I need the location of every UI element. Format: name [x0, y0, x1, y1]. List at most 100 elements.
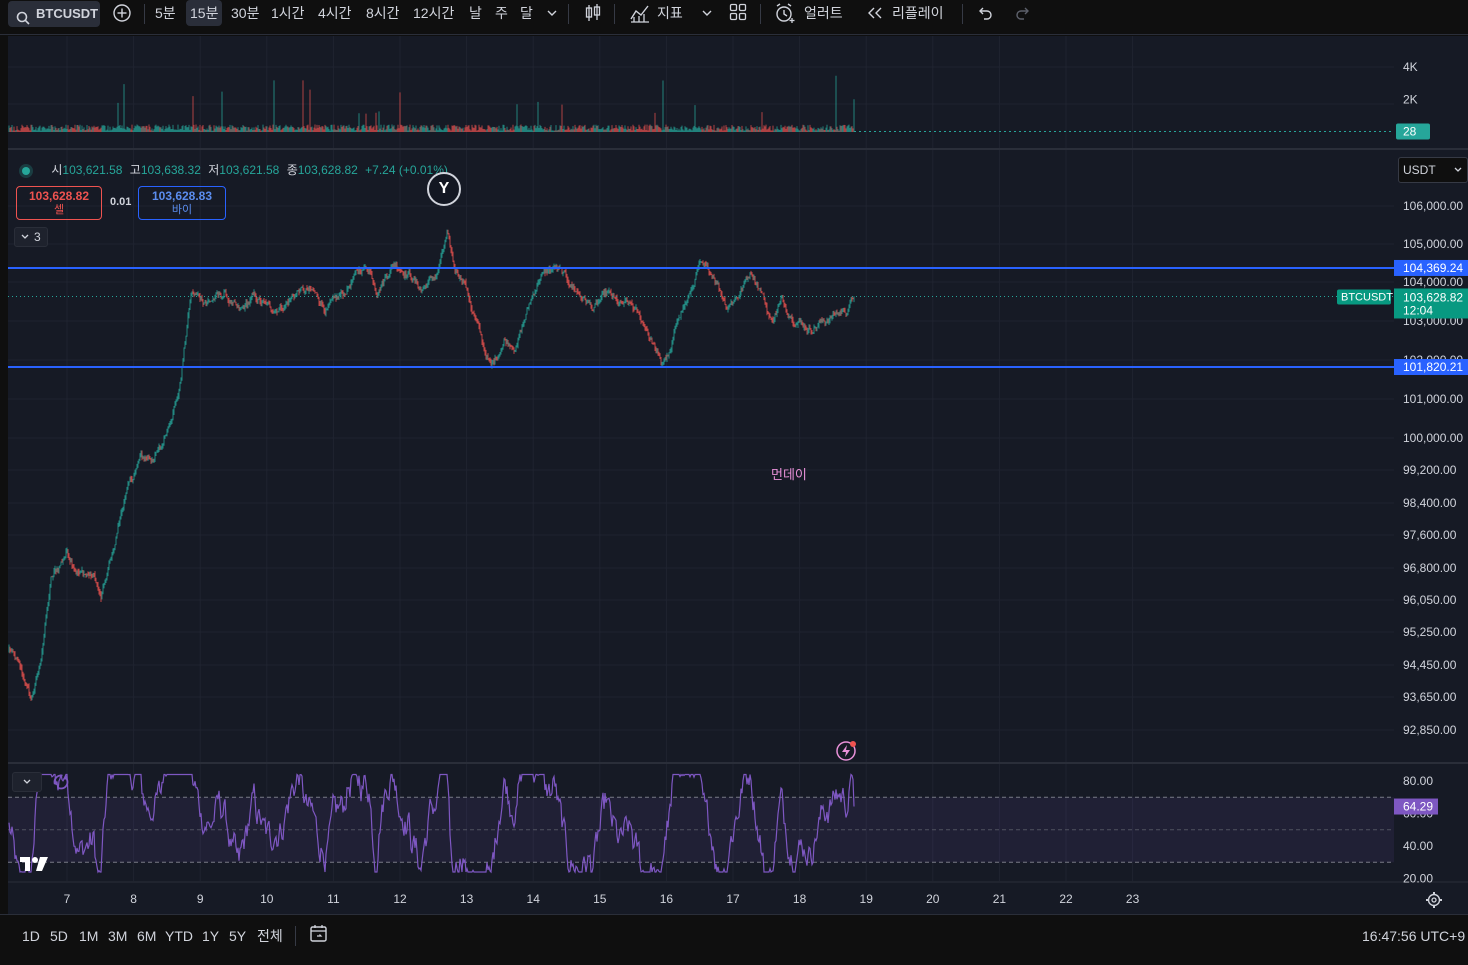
refresh-icon[interactable]: [52, 773, 70, 791]
time-axis-label: 9: [197, 892, 204, 906]
close-value: 103,628.82: [297, 163, 358, 177]
chart-canvas[interactable]: 106,000.00105,000.00104,000.00103,000.00…: [8, 36, 1468, 914]
price-axis-label: 94,450.00: [1403, 658, 1457, 672]
timeframe-4h[interactable]: 4시간: [318, 5, 352, 21]
buy-price: 103,628.83: [151, 189, 213, 203]
price-axis-label: 99,200.00: [1403, 463, 1457, 477]
time-axis-label: 23: [1126, 892, 1140, 906]
price-axis-label: 106,000.00: [1403, 199, 1463, 213]
undo-icon[interactable]: [976, 3, 994, 29]
price-axis-label: 105,000.00: [1403, 237, 1463, 251]
alarm-clock-icon[interactable]: [774, 2, 796, 28]
range-5d[interactable]: 5D: [50, 928, 68, 944]
indicators-button[interactable]: 지표: [657, 5, 683, 21]
chart-annotation[interactable]: 먼데이: [771, 467, 807, 482]
time-axis-label: 22: [1059, 892, 1073, 906]
time-axis-label: 14: [527, 892, 541, 906]
volume-axis-label: 4K: [1403, 60, 1418, 74]
timeframe-8h[interactable]: 8시간: [366, 5, 400, 21]
timeframe-5m[interactable]: 5분: [155, 5, 176, 21]
timeframe-15m[interactable]: 15분: [186, 0, 223, 26]
time-axis-label: 12: [393, 892, 407, 906]
status-dot: [22, 166, 30, 175]
top-toolbar: BTCUSDT 5분 15분 30분 1시간 4시간 8시간 12시간 날 주 …: [0, 0, 1468, 35]
rsi-axis-label: 40.00: [1403, 839, 1433, 853]
buy-button[interactable]: 103,628.83 바이: [138, 186, 226, 220]
rsi-last-badge: [1394, 798, 1438, 815]
chart-area[interactable]: 106,000.00 105,000.00 104,000.00 103,000.00…: [8, 36, 1468, 914]
range-3m[interactable]: 3M: [108, 928, 128, 944]
time-axis-label: 7: [64, 892, 71, 906]
clock-display[interactable]: 16:47:56 UTC+9: [1362, 928, 1466, 944]
hline-price-label: 101,820.21: [1403, 360, 1463, 374]
rewind-icon[interactable]: [866, 3, 884, 29]
replay-button[interactable]: 리플레이: [892, 5, 944, 21]
buy-label: 바이: [171, 204, 193, 216]
timeframe-30m[interactable]: 30분: [231, 5, 260, 21]
chart-line-icon[interactable]: [629, 2, 651, 28]
grid-icon[interactable]: [729, 3, 747, 29]
high-value: 103,638.32: [140, 163, 201, 177]
timeframe-month[interactable]: 달: [520, 5, 533, 21]
timeframe-day[interactable]: 날: [469, 5, 482, 21]
collapse-indicators-button[interactable]: 3: [14, 227, 48, 247]
candles-icon[interactable]: [583, 2, 603, 28]
rsi-axis-label: 80.00: [1403, 774, 1433, 788]
chevron-down-icon[interactable]: [701, 1, 713, 27]
price-axis-label: 100,000.00: [1403, 431, 1463, 445]
event-badge[interactable]: Y: [427, 172, 461, 206]
time-axis-label: 15: [593, 892, 607, 906]
sell-button[interactable]: 103,628.82 셀: [16, 186, 102, 220]
rsi-line: [8, 773, 855, 874]
time-axis-label: 8: [130, 892, 137, 906]
range-1m[interactable]: 1M: [79, 928, 99, 944]
low-label: 저: [208, 163, 220, 177]
volume-last-label: 28: [1403, 125, 1417, 139]
symbol-search-button[interactable]: BTCUSDT: [8, 1, 100, 27]
price-axis-label: 104,000.00: [1403, 275, 1463, 289]
range-1d[interactable]: 1D: [22, 928, 40, 944]
range-6m[interactable]: 6M: [137, 928, 157, 944]
hline-price-badge: [1394, 359, 1468, 376]
chevron-down-icon[interactable]: [546, 1, 558, 27]
currency-select[interactable]: USDT: [1398, 157, 1468, 183]
gear-icon[interactable]: [1425, 891, 1443, 909]
plus-circle-icon[interactable]: [112, 3, 132, 29]
range-5y[interactable]: 5Y: [229, 928, 247, 944]
change-value: +7.24 (+0.01%): [365, 163, 448, 177]
rsi-collapse-button[interactable]: [12, 772, 42, 792]
volume-last-badge: [1396, 123, 1430, 140]
price-axis-label: 96,800.00: [1403, 561, 1457, 575]
alert-button[interactable]: 얼러트: [804, 5, 843, 21]
price-axis-label: 96,050.00: [1403, 593, 1457, 607]
range-ytd[interactable]: YTD: [165, 928, 193, 944]
time-axis-label: 11: [327, 892, 340, 906]
range-all[interactable]: 전체: [257, 928, 283, 944]
volume-axis-label: 2K: [1403, 93, 1418, 107]
chevron-down-icon: [1453, 158, 1463, 190]
time-axis-label: 17: [726, 892, 740, 906]
timeframe-12h[interactable]: 12시간: [413, 5, 455, 21]
high-label: 고: [129, 163, 141, 177]
price-axis-label: 97,600.00: [1403, 528, 1457, 542]
close-label: 종: [286, 163, 298, 177]
price-axis-label: 93,650.00: [1403, 690, 1457, 704]
event-badge-label: Y: [438, 180, 450, 197]
symbol-price-badge: [1337, 289, 1391, 305]
range-1y[interactable]: 1Y: [202, 928, 220, 944]
redo-icon[interactable]: [1014, 3, 1032, 29]
price-axis-label: 95,250.00: [1403, 625, 1457, 639]
timeframe-1h[interactable]: 1시간: [271, 5, 305, 21]
timeframe-week[interactable]: 주: [495, 5, 508, 21]
chevron-down-icon: [22, 773, 32, 794]
price-axis-label: 92,850.00: [1403, 723, 1457, 737]
spread-value: 0.01: [110, 196, 132, 208]
lightning-icon[interactable]: [836, 739, 858, 761]
ohlc-legend: 시103,621.58 고103,638.32 저103,621.58 종103…: [22, 161, 448, 179]
time-axis-label: 10: [260, 892, 274, 906]
sell-label: 셀: [53, 204, 65, 216]
tradingview-logo[interactable]: [18, 854, 52, 874]
calendar-icon[interactable]: [308, 923, 330, 945]
last-price-label: 103,628.82: [1403, 290, 1463, 304]
time-axis-label: 20: [926, 892, 940, 906]
